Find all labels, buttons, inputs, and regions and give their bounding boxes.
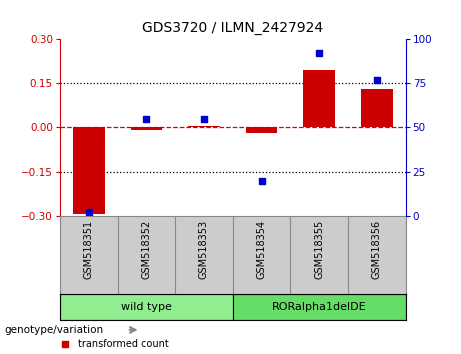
Text: GSM518355: GSM518355 <box>314 220 324 279</box>
Point <box>142 116 150 121</box>
Bar <box>303 70 335 127</box>
Point <box>200 116 207 121</box>
Point <box>315 50 323 56</box>
Point <box>85 210 92 215</box>
Text: GSM518351: GSM518351 <box>84 220 94 279</box>
Point <box>258 178 266 183</box>
Point <box>61 342 68 347</box>
Text: GSM518353: GSM518353 <box>199 220 209 279</box>
Bar <box>73 127 105 215</box>
Title: GDS3720 / ILMN_2427924: GDS3720 / ILMN_2427924 <box>142 21 323 35</box>
Text: RORalpha1delDE: RORalpha1delDE <box>272 302 366 312</box>
Text: GSM518352: GSM518352 <box>142 220 151 279</box>
Bar <box>60 294 233 320</box>
Text: genotype/variation: genotype/variation <box>5 325 104 335</box>
Bar <box>361 89 393 127</box>
Text: transformed count: transformed count <box>78 339 169 349</box>
Text: GSM518354: GSM518354 <box>257 220 266 279</box>
Bar <box>233 294 406 320</box>
Text: wild type: wild type <box>121 302 172 312</box>
Bar <box>130 127 162 130</box>
Point <box>373 77 381 82</box>
Bar <box>188 126 220 127</box>
Text: GSM518356: GSM518356 <box>372 220 382 279</box>
Bar <box>246 127 278 133</box>
